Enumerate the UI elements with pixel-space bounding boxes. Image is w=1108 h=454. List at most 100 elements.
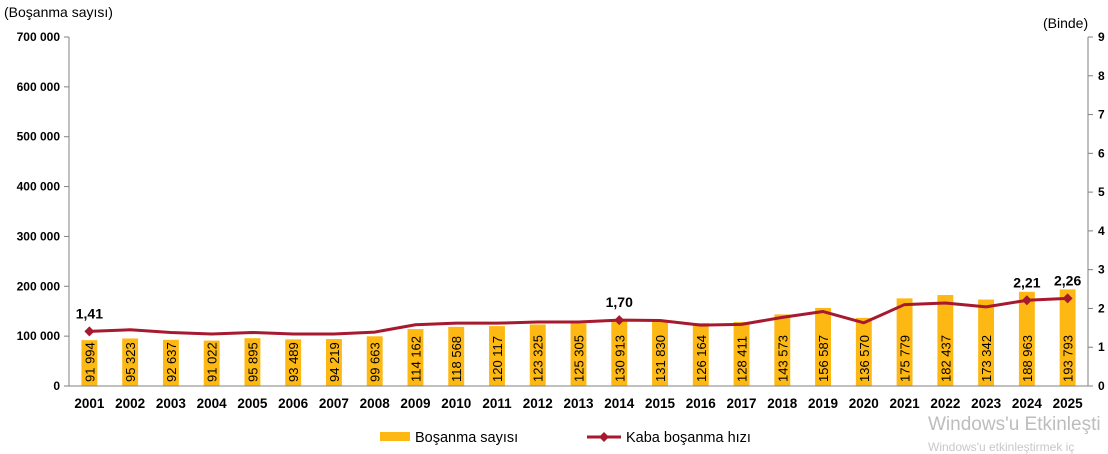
bar-series: 91 994 95 323 92 637 91 022 95 895 93 489 94 2… — [81, 289, 1076, 386]
bar — [81, 340, 98, 386]
x-tick-label: 2013 — [563, 396, 594, 411]
line-marker — [84, 326, 95, 337]
left-tick-label: 100 000 — [17, 329, 61, 343]
x-tick-label: 2011 — [482, 396, 512, 411]
line-value-label: 2,26 — [1054, 272, 1081, 288]
x-tick-label: 2003 — [156, 396, 187, 411]
x-tick-label: 2014 — [604, 396, 635, 411]
x-tick-label: 2010 — [441, 396, 471, 411]
x-tick-label: 2015 — [645, 396, 676, 411]
x-tick-label: 2002 — [115, 396, 145, 411]
bar-value-label: 118 568 — [449, 336, 464, 382]
legend-line-marker — [599, 432, 609, 442]
x-tick-label: 2023 — [971, 396, 1002, 411]
x-tick-label: 2017 — [727, 396, 757, 411]
right-tick-label: 3 — [1098, 263, 1105, 277]
bar-value-label: 130 913 — [612, 335, 627, 382]
bar — [1059, 289, 1076, 386]
bar — [611, 320, 628, 386]
bar — [244, 338, 261, 386]
line-path — [89, 296, 1068, 336]
bar-value-label: 91 022 — [205, 342, 220, 382]
x-tick-label: 2025 — [1053, 396, 1084, 411]
left-tick-label: 700 000 — [17, 30, 61, 44]
bar — [815, 307, 832, 386]
line-marker — [614, 315, 625, 326]
bar — [733, 321, 750, 386]
bar — [652, 320, 668, 386]
left-tick-label: 400 000 — [17, 180, 61, 194]
x-tick-label: 2006 — [278, 396, 309, 411]
bar-value-label: 126 164 — [694, 335, 709, 382]
bar — [570, 323, 587, 386]
right-tick-label: 9 — [1098, 30, 1105, 44]
bar — [937, 295, 954, 386]
bar-value-label: 114 162 — [408, 336, 423, 382]
right-tick-label: 8 — [1098, 69, 1105, 83]
bar — [1018, 291, 1035, 386]
bar-value-label: 95 895 — [245, 342, 260, 382]
bar-value-label: 94 219 — [327, 342, 342, 382]
bar-value-label: 120 117 — [490, 336, 505, 382]
bar — [978, 299, 995, 386]
bar — [122, 338, 139, 386]
bar — [407, 329, 424, 386]
x-tick-label: 2005 — [237, 396, 268, 411]
line-value-label: 1,41 — [76, 305, 103, 321]
bar-value-label: 128 411 — [735, 336, 750, 382]
bar — [162, 339, 179, 386]
bar-value-label: 156 587 — [816, 335, 831, 382]
bar-value-label: 99 663 — [368, 342, 383, 382]
right-tick-label: 7 — [1098, 108, 1105, 122]
x-tick-label: 2024 — [1012, 396, 1043, 411]
right-tick-label: 2 — [1098, 301, 1105, 315]
x-tick-label: 2020 — [849, 396, 879, 411]
left-tick-label: 600 000 — [17, 80, 61, 94]
right-tick-label: 0 — [1098, 379, 1105, 393]
legend: Boşanma sayısı Kaba boşanma hızı — [380, 430, 751, 446]
bar-value-label: 92 637 — [164, 342, 179, 382]
bar-value-label: 123 325 — [531, 335, 546, 382]
bar-value-label: 188 963 — [1020, 335, 1035, 382]
x-axis: 2001 2002 2003 2004 2005 2006 2007 2008 2009 2010… — [69, 385, 1088, 411]
bar — [855, 317, 872, 386]
line-marker — [1021, 295, 1032, 306]
bar-value-label: 173 342 — [979, 335, 994, 382]
x-tick-label: 2012 — [523, 396, 553, 411]
bar-value-label: 125 305 — [572, 335, 587, 382]
left-tick-label: 200 000 — [17, 279, 61, 293]
bar — [366, 336, 383, 386]
bar-value-label: 93 489 — [286, 342, 301, 382]
x-tick-label: 2016 — [686, 396, 717, 411]
line-value-label: 1,70 — [606, 294, 633, 310]
bar-value-label: 136 570 — [857, 335, 872, 382]
bar — [692, 323, 709, 386]
bar — [285, 339, 302, 386]
x-tick-label: 2018 — [767, 396, 798, 411]
bar-value-label: 143 573 — [775, 335, 790, 382]
bar — [325, 339, 342, 386]
watermark-title: Windows'u Etkinleşti — [928, 414, 1101, 435]
left-tick-label: 300 000 — [17, 229, 61, 243]
x-tick-label: 2019 — [808, 396, 838, 411]
x-tick-label: 2008 — [360, 396, 391, 411]
x-tick-label: 2004 — [197, 396, 228, 411]
bar — [529, 324, 546, 386]
left-axis-label: (Boşanma sayısı) — [4, 4, 113, 20]
legend-bar-swatch — [380, 432, 410, 441]
x-tick-label: 2009 — [400, 396, 430, 411]
legend-bar-label: Boşanma sayısı — [415, 430, 518, 446]
x-tick-label: 2022 — [930, 396, 960, 411]
bar-value-label: 182 437 — [938, 335, 953, 382]
legend-line-label: Kaba boşanma hızı — [626, 430, 751, 446]
bar-value-label: 95 323 — [123, 342, 138, 382]
right-tick-label: 1 — [1098, 340, 1105, 354]
bar-value-label: 131 830 — [653, 335, 668, 382]
line-marker — [1062, 293, 1073, 304]
x-tick-label: 2007 — [319, 396, 349, 411]
right-tick-label: 4 — [1098, 224, 1105, 238]
bar — [774, 314, 791, 386]
bar — [448, 326, 465, 386]
left-tick-label: 0 — [53, 379, 60, 393]
